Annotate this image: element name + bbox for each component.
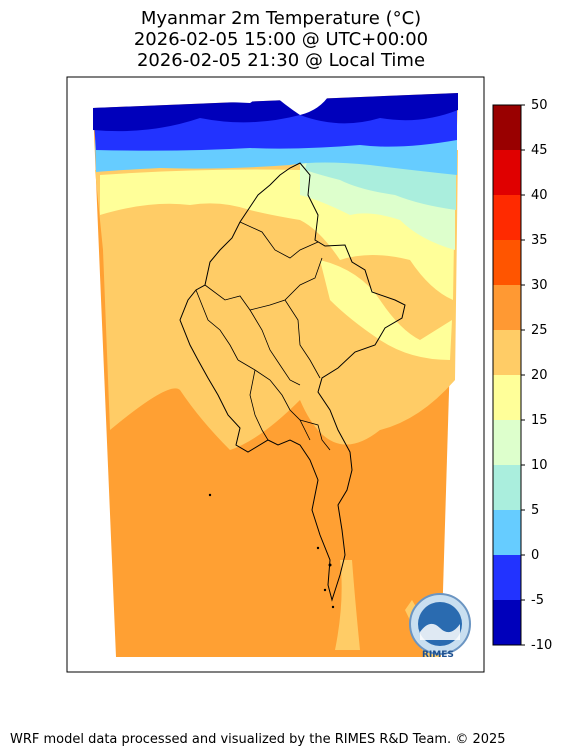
colorbar-tick-label: -5 — [531, 593, 544, 608]
island — [323, 588, 327, 592]
colorbar-segment — [493, 555, 521, 600]
island — [328, 563, 332, 567]
colorbar-segment — [493, 375, 521, 420]
no-data-gap-1 — [130, 90, 253, 103]
colorbar-tick-label: 40 — [531, 188, 548, 203]
rimes-logo-wave — [420, 623, 460, 640]
colorbar-tick-label: 10 — [531, 458, 548, 473]
colorbar-segment — [493, 330, 521, 375]
region-border-shan — [284, 299, 321, 379]
colorbar-segment — [493, 285, 521, 330]
region-border-kachin — [239, 221, 319, 259]
region-border-mandalay — [249, 309, 301, 386]
colorbar-tick-label: 15 — [531, 413, 548, 428]
rimes-logo-text: RIMES — [422, 650, 454, 660]
map-title: Myanmar 2m Temperature (°C) 2026-02-05 1… — [0, 8, 562, 71]
colorbar-tick-label: -10 — [531, 638, 553, 653]
island — [331, 605, 335, 609]
colorbar-segment — [493, 510, 521, 555]
island — [208, 493, 212, 497]
colorbar-tick-label: 30 — [531, 278, 548, 293]
temperature-zone-south-strip — [335, 560, 360, 650]
colorbar-segment — [493, 240, 521, 285]
colorbar-segment — [493, 420, 521, 465]
colorbar-segment — [493, 195, 521, 240]
colorbar-segment — [493, 600, 521, 645]
colorbar-tick-label: 50 — [531, 98, 548, 113]
temperature-zone-minus10-minus5 — [93, 93, 458, 132]
colorbar — [492, 104, 525, 646]
temperature-zone-15-20-east — [320, 260, 452, 360]
colorbar-tick-label: 35 — [531, 233, 548, 248]
region-border-bago — [249, 369, 269, 441]
colorbar-tick-label: 5 — [531, 503, 540, 518]
colorbar-tick-label: 0 — [531, 548, 540, 563]
colorbar-segment — [493, 105, 521, 150]
colorbar-tick-label: 20 — [531, 368, 548, 383]
title-line-utc-time: 2026-02-05 15:00 @ UTC+00:00 — [133, 29, 429, 50]
footer-credit: WRF model data processed and visualized … — [10, 732, 506, 747]
colorbar-segment — [493, 465, 521, 510]
colorbar-segment — [493, 150, 521, 195]
colorbar-tick-label: 25 — [531, 323, 548, 338]
rimes-logo — [409, 593, 471, 655]
title-line-local-time: 2026-02-05 21:30 @ Local Time — [136, 50, 426, 71]
colorbar-tick-label: 45 — [531, 143, 548, 158]
no-data-gap-2 — [270, 90, 330, 115]
region-border-kayin — [299, 419, 331, 451]
title-line-variable: Myanmar 2m Temperature (°C) — [140, 8, 422, 29]
island — [316, 546, 320, 550]
region-border-sagaing — [204, 257, 323, 311]
region-border-chin — [195, 289, 239, 361]
